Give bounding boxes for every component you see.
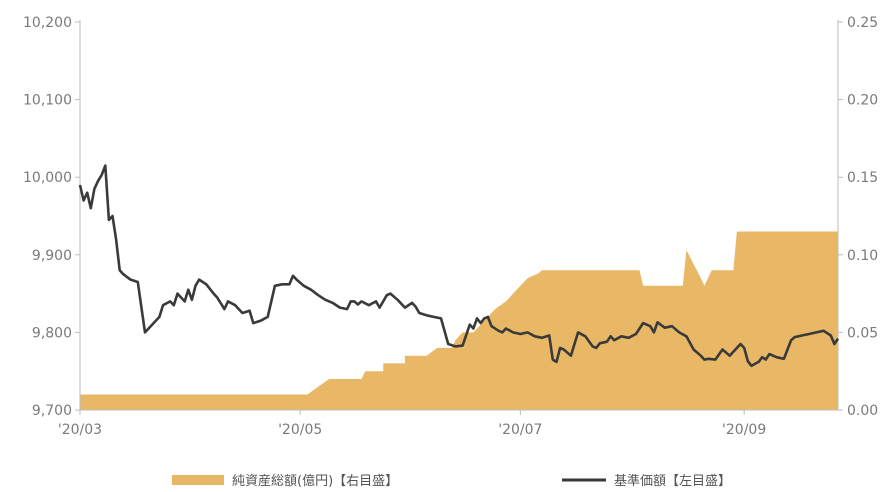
series-price-line — [78, 164, 840, 368]
y-left-tick-label: 10,100 — [23, 93, 72, 109]
area-layer — [80, 231, 838, 410]
y-left-tick-label: 10,200 — [23, 15, 72, 31]
x-tick-label: '20/09 — [722, 422, 766, 438]
y-right-tick-label: 0.05 — [847, 325, 878, 341]
y-right-tick-label: 0.15 — [847, 170, 878, 186]
line-layer — [78, 164, 840, 368]
tick-layer: 9,700 9,800 9,900 10,000 10,100 10,200 0.00 0.0… — [23, 15, 878, 438]
legend-label-price: 基準価額【左目盛】 — [614, 473, 731, 489]
axis-layer — [79, 20, 839, 411]
y-left-tick-label: 10,000 — [23, 170, 72, 186]
legend: 純資産総額(億円)【右目盛】 基準価額【左目盛】 — [172, 473, 731, 489]
y-right-tick-label: 0.25 — [847, 15, 878, 31]
y-right-tick-label: 0.10 — [847, 248, 878, 264]
x-tick-label: '20/07 — [498, 422, 542, 438]
legend-swatch-nav — [172, 475, 224, 485]
series-nav-area — [80, 231, 838, 410]
y-left-tick-label: 9,900 — [32, 248, 72, 264]
y-left-tick-label: 9,800 — [32, 325, 72, 341]
legend-label-nav: 純資産総額(億円)【右目盛】 — [232, 473, 398, 489]
x-tick-label: '20/05 — [278, 422, 322, 438]
y-right-tick-label: 0.20 — [847, 93, 878, 109]
x-tick-label: '20/03 — [58, 422, 102, 438]
y-right-tick-label: 0.00 — [847, 403, 878, 419]
y-left-tick-label: 9,700 — [32, 403, 72, 419]
